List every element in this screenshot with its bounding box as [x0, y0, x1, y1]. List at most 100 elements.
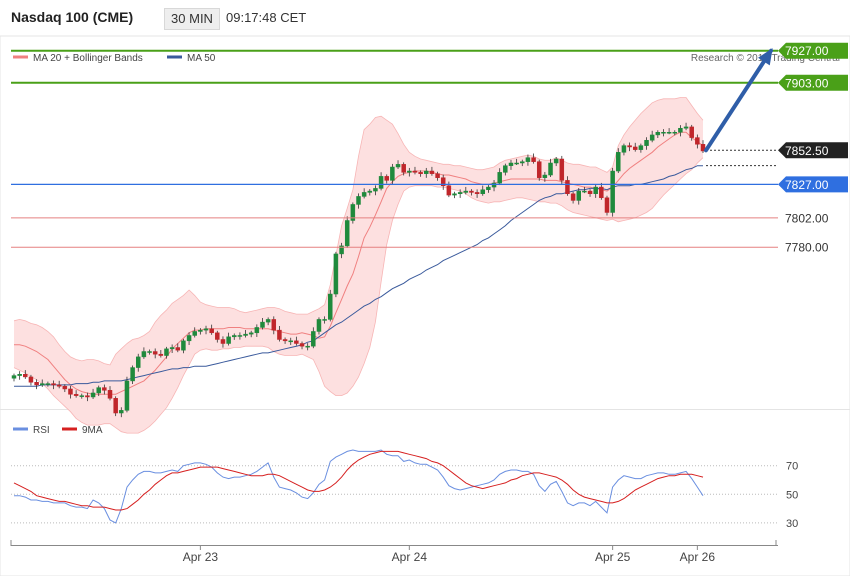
candle-body: [215, 332, 220, 340]
candle-body: [412, 170, 418, 173]
chart-header: Nasdaq 100 (CME) 30 MIN 09:17:48 CET: [0, 0, 850, 36]
candle-body: [553, 158, 559, 164]
candle: [384, 174, 389, 184]
candle: [593, 183, 598, 198]
candle-body: [424, 170, 429, 174]
interval-selector[interactable]: 30 MIN: [164, 8, 220, 30]
candle-body: [102, 387, 107, 391]
candle-body: [559, 158, 565, 181]
candle-body: [271, 319, 277, 331]
candle: [616, 148, 621, 174]
candle: [164, 346, 169, 359]
candle-body: [525, 157, 531, 162]
candle: [542, 171, 548, 182]
candle: [463, 186, 469, 195]
candle-body: [503, 165, 508, 173]
candle-body: [62, 386, 68, 390]
candle-body: [683, 126, 689, 129]
candle: [412, 166, 418, 175]
x-axis-label: Apr 24: [392, 550, 428, 564]
candle: [62, 384, 68, 393]
candle-body: [124, 380, 130, 411]
candle-body: [457, 192, 463, 195]
candle: [638, 143, 644, 153]
candle-body: [328, 293, 333, 320]
candle: [649, 130, 655, 143]
candle: [525, 154, 531, 166]
x-axis-label: Apr 25: [595, 550, 631, 564]
candle: [395, 160, 401, 170]
candle: [536, 159, 542, 181]
candle-body: [90, 392, 96, 398]
candle-body: [147, 351, 152, 353]
candle-body: [384, 176, 389, 181]
candle-body: [68, 388, 73, 395]
candle: [243, 329, 248, 338]
candle-body: [135, 356, 141, 368]
candle: [356, 193, 361, 209]
candle: [45, 381, 51, 387]
candle-body: [248, 332, 254, 335]
candle-body: [401, 164, 406, 173]
candle-body: [582, 190, 587, 193]
candle: [424, 167, 429, 178]
candle: [248, 330, 254, 338]
candle: [367, 189, 373, 196]
candle-body: [531, 157, 536, 162]
candle: [407, 167, 412, 177]
bollinger-upper-line: [13, 97, 704, 366]
candle-body: [333, 253, 339, 295]
candle: [85, 392, 90, 402]
candle-body: [497, 172, 502, 184]
candle-body: [678, 127, 683, 133]
candle-body: [192, 331, 197, 336]
candle-body: [356, 196, 361, 205]
candle: [497, 168, 502, 186]
level-tag: [778, 176, 848, 193]
candle: [141, 347, 147, 359]
candle: [203, 325, 209, 335]
candle: [457, 189, 463, 198]
candle: [198, 328, 203, 335]
candle-body: [344, 220, 350, 247]
candle: [152, 348, 158, 359]
candle-body: [243, 333, 248, 336]
candle: [491, 179, 497, 192]
candle: [632, 142, 638, 152]
candle: [661, 129, 666, 137]
instrument-title: Nasdaq 100 (CME): [11, 9, 134, 25]
candle-body: [536, 161, 542, 178]
candle: [480, 185, 485, 196]
x-axis-label: Apr 23: [183, 550, 219, 564]
candle: [311, 327, 316, 349]
candle-body: [282, 339, 288, 342]
level-value: 7827.00: [785, 178, 829, 192]
candle-body: [56, 384, 62, 387]
candle: [68, 385, 73, 399]
candle: [559, 155, 565, 185]
candle-body: [198, 329, 203, 332]
candle-body: [435, 173, 440, 178]
candle: [328, 289, 333, 322]
candle: [96, 385, 101, 397]
price-levels: 7927.00 7903.00 7852.50 7827.00 7802.00 7780.…: [11, 42, 848, 255]
candle-body: [51, 383, 56, 386]
candle-body: [520, 161, 525, 164]
candle: [655, 130, 661, 139]
candle: [361, 188, 367, 199]
candle-body: [587, 190, 593, 195]
candle-body: [209, 328, 214, 334]
level-value: 7903.00: [785, 76, 829, 90]
bollinger-band-fill: [14, 97, 703, 434]
candle: [56, 380, 62, 389]
candle: [390, 163, 395, 185]
rsi-plot: 70 50 30: [11, 449, 798, 530]
ma20-legend-label: MA 20 + Bollinger Bands: [33, 53, 143, 64]
candle: [299, 341, 305, 350]
candle-body: [463, 190, 469, 193]
candle: [378, 172, 384, 191]
candle: [683, 122, 689, 131]
candle-body: [632, 146, 638, 150]
